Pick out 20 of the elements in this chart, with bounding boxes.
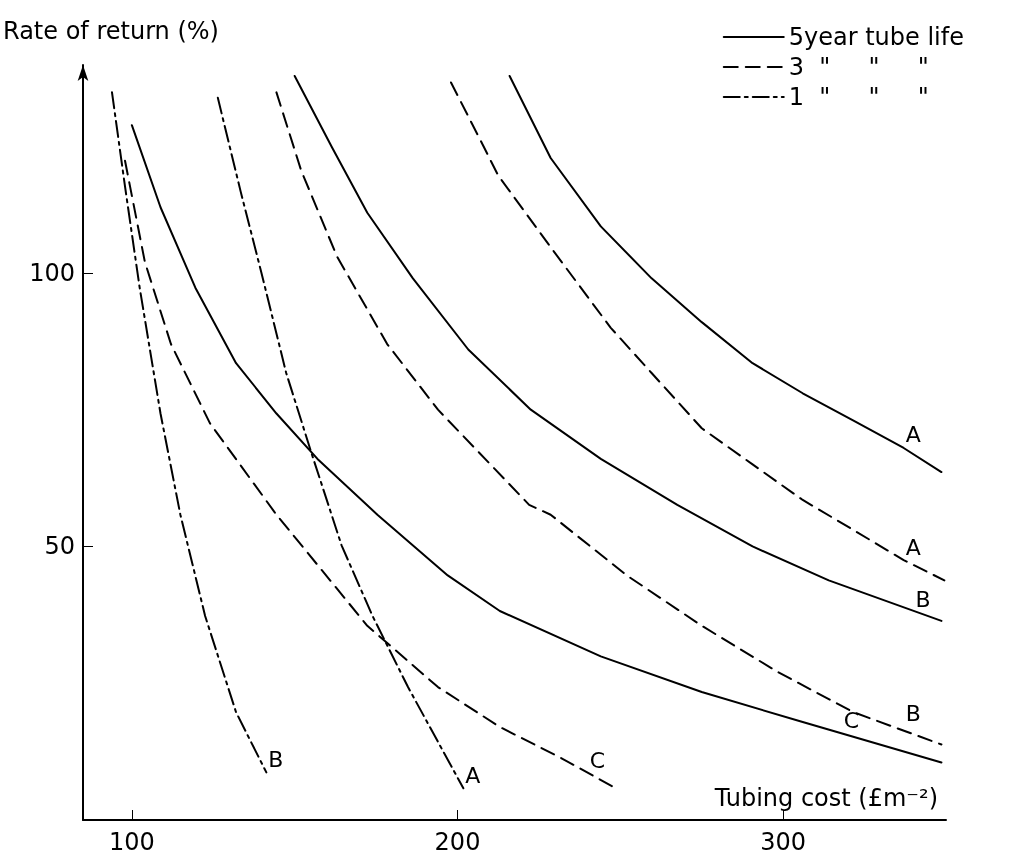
y-tick-label: 50 — [44, 532, 75, 561]
line-series — [450, 81, 946, 582]
annotation: A — [905, 534, 921, 560]
y-axis-title: Rate of return (%) — [3, 17, 219, 45]
x-axis-title: Tubing cost (£m⁻²) — [713, 784, 938, 812]
annotation: B — [905, 701, 921, 727]
annotation: A — [465, 762, 481, 788]
x-tick-label: 100 — [108, 828, 155, 856]
annotation: B — [915, 586, 931, 612]
legend-label: 1 " " " — [788, 83, 929, 111]
annotation: C — [589, 748, 606, 773]
line-series — [508, 74, 943, 474]
x-tick-label: 200 — [434, 828, 481, 856]
legend-label: 3 " " " — [788, 53, 929, 81]
line-series — [293, 74, 943, 622]
annotation: A — [905, 422, 921, 448]
annotation: C — [843, 708, 860, 734]
legend-label: 5year tube life — [788, 23, 965, 51]
annotation: B — [268, 746, 284, 772]
x-tick-label: 300 — [760, 828, 807, 856]
